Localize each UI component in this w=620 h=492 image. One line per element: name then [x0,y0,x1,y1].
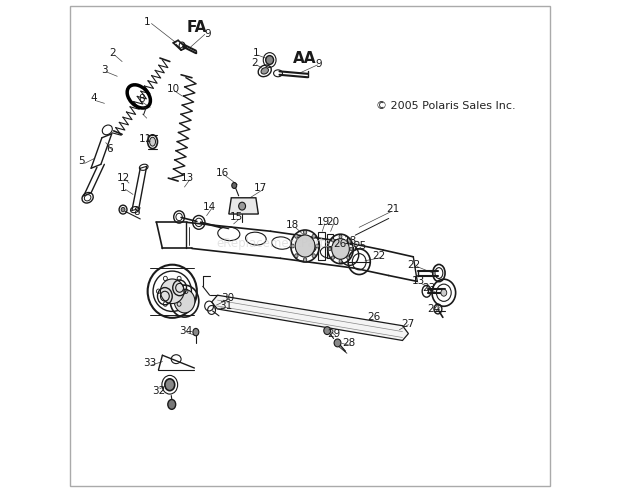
Polygon shape [229,198,259,214]
Text: FA: FA [187,20,207,34]
Text: 31: 31 [219,301,232,311]
Bar [327,234,333,258]
Text: 8: 8 [133,207,140,216]
Text: 25: 25 [353,241,367,251]
Text: 12: 12 [117,173,130,183]
Ellipse shape [261,67,268,74]
Ellipse shape [161,279,184,304]
Text: 16: 16 [216,168,229,178]
Text: 11: 11 [138,134,152,144]
Text: 26: 26 [333,239,346,248]
Ellipse shape [295,235,315,257]
Ellipse shape [312,234,316,238]
Text: 5: 5 [78,156,85,166]
Text: 3: 3 [101,65,108,75]
Ellipse shape [347,256,350,259]
Ellipse shape [331,256,334,259]
Ellipse shape [239,202,246,210]
Text: 14: 14 [203,202,216,212]
Text: 20: 20 [326,217,339,227]
Text: 18: 18 [343,236,357,246]
Text: 4: 4 [90,93,97,103]
Polygon shape [211,295,409,340]
Text: 9: 9 [205,30,211,39]
Ellipse shape [331,239,334,242]
Text: eReplacementParts.com: eReplacementParts.com [216,237,360,250]
Ellipse shape [303,230,307,234]
Ellipse shape [121,208,125,212]
Text: 2: 2 [252,58,258,68]
Ellipse shape [334,339,341,347]
Ellipse shape [312,254,316,258]
Text: 1: 1 [252,48,259,58]
Text: © 2005 Polaris Sales Inc.: © 2005 Polaris Sales Inc. [376,101,516,111]
Text: 30: 30 [221,293,234,303]
Text: 15: 15 [229,213,243,222]
Text: AA: AA [293,51,317,65]
Text: 24: 24 [427,304,441,314]
Text: 21: 21 [386,204,399,214]
Text: 34: 34 [179,326,193,336]
Text: 27: 27 [401,319,414,329]
Text: 18: 18 [286,220,299,230]
Ellipse shape [328,247,331,250]
Text: 17: 17 [254,183,267,193]
Bar [318,233,326,260]
Text: 22: 22 [372,251,386,261]
Ellipse shape [291,244,294,248]
Text: 33: 33 [143,358,157,368]
Text: 7: 7 [140,107,147,117]
Ellipse shape [350,247,353,250]
Ellipse shape [294,234,298,238]
Text: 26: 26 [367,312,381,322]
Text: 22: 22 [408,260,421,270]
Text: 2: 2 [109,48,115,58]
Ellipse shape [324,327,330,335]
Ellipse shape [347,239,350,242]
Text: 9: 9 [316,59,322,69]
Text: 13: 13 [180,173,193,183]
Ellipse shape [339,259,342,263]
Text: 29: 29 [327,329,340,338]
Text: 10: 10 [167,84,180,93]
Text: 13: 13 [412,277,425,286]
Text: 28: 28 [342,338,355,348]
Text: 1: 1 [120,183,126,193]
Text: 1: 1 [143,17,150,27]
Ellipse shape [339,235,342,238]
Ellipse shape [193,329,199,336]
Ellipse shape [168,400,175,409]
Text: 6: 6 [106,144,113,154]
Ellipse shape [441,289,447,296]
Ellipse shape [266,56,273,64]
Ellipse shape [316,244,319,248]
Text: 19: 19 [317,217,330,227]
Ellipse shape [303,258,307,262]
Text: 8: 8 [138,94,145,104]
Ellipse shape [332,239,349,259]
Text: 23: 23 [422,283,436,293]
Ellipse shape [174,289,195,313]
Ellipse shape [294,254,298,258]
Ellipse shape [165,379,175,391]
Text: 32: 32 [152,386,165,396]
Ellipse shape [232,183,237,188]
Ellipse shape [149,137,156,146]
